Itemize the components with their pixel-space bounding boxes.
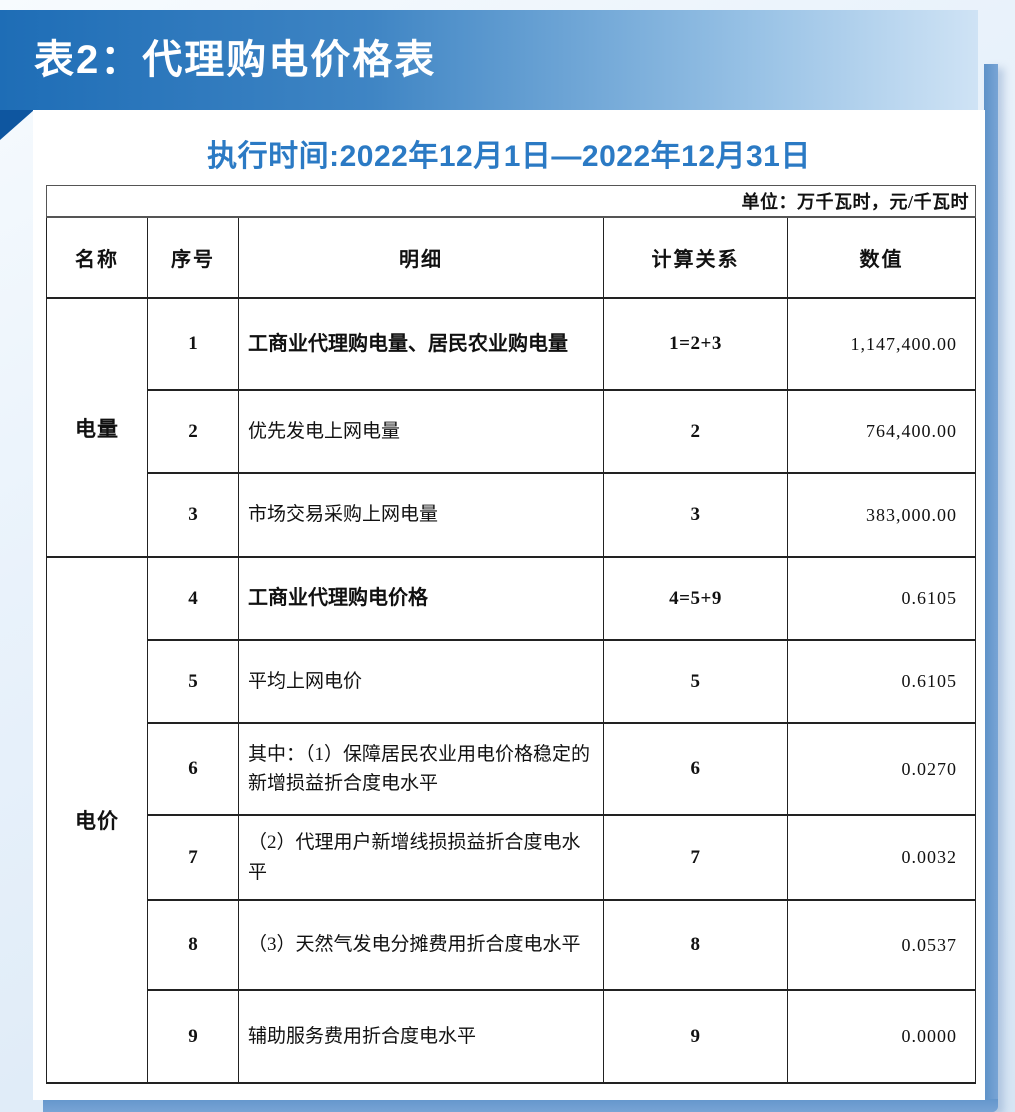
cell-detail: 辅助服务费用折合度电水平 [238, 989, 604, 1084]
cell-index: 3 [147, 472, 239, 558]
cell-index: 8 [147, 899, 239, 991]
cell-calc: 4=5+9 [603, 556, 788, 641]
cell-index: 6 [147, 722, 239, 816]
table-row: 7 （2）代理用户新增线损损益折合度电水平 7 0.0032 [47, 814, 977, 901]
cell-detail: （3）天然气发电分摊费用折合度电水平 [238, 899, 604, 991]
cell-calc: 2 [603, 389, 788, 474]
cell-index: 4 [147, 556, 239, 641]
cell-calc: 5 [603, 639, 788, 724]
cell-calc: 6 [603, 722, 788, 816]
table-row: 3 市场交易采购上网电量 3 383,000.00 [47, 472, 977, 558]
cell-calc: 1=2+3 [603, 297, 788, 391]
column-header-calc: 计算关系 [603, 216, 788, 299]
cell-detail: 工商业代理购电量、居民农业购电量 [238, 297, 604, 391]
table-row: 5 平均上网电价 5 0.6105 [47, 639, 977, 724]
content-card: 执行时间:2022年12月1日—2022年12月31日 单位：万千瓦时，元/千瓦… [33, 110, 985, 1100]
unit-note: 单位：万千瓦时，元/千瓦时 [45, 185, 977, 218]
title-banner: 表2：代理购电价格表 [0, 10, 978, 110]
column-header-value: 数值 [786, 216, 977, 299]
cell-detail: 工商业代理购电价格 [238, 556, 604, 641]
page-title: 表2：代理购电价格表 [34, 38, 437, 82]
table-row: 9 辅助服务费用折合度电水平 9 0.0000 [47, 989, 977, 1084]
column-header-name: 名称 [46, 216, 148, 299]
group-label-quantity: 电量 [46, 297, 148, 558]
cell-calc: 9 [603, 989, 788, 1084]
table-row: 电价 4 工商业代理购电价格 4=5+9 0.6105 [46, 556, 977, 1084]
cell-value: 1,147,400.00 [786, 297, 977, 391]
cell-detail: （2）代理用户新增线损损益折合度电水平 [238, 814, 604, 901]
cell-detail: 平均上网电价 [238, 639, 604, 724]
cell-index: 1 [147, 297, 239, 391]
table-row: 6 其中：（1）保障居民农业用电价格稳定的新增损益折合度电水平 6 0.0270 [47, 722, 977, 816]
cell-index: 9 [147, 989, 239, 1084]
cell-value: 764,400.00 [786, 389, 977, 474]
table-row: 2 优先发电上网电量 2 764,400.00 [47, 389, 977, 474]
bottom-accent-bar [43, 1099, 998, 1112]
group-label-price: 电价 [46, 556, 148, 1084]
table-row: 8 （3）天然气发电分摊费用折合度电水平 8 0.0537 [47, 899, 977, 991]
cell-value: 383,000.00 [786, 472, 977, 558]
cell-value: 0.6105 [786, 639, 977, 724]
cell-index: 7 [147, 814, 239, 901]
banner-fold-corner [0, 110, 34, 140]
cell-value: 0.6105 [786, 556, 977, 641]
table-unit-row: 单位：万千瓦时，元/千瓦时 [45, 185, 977, 218]
cell-calc: 7 [603, 814, 788, 901]
table-header-row: 名称 序号 明细 计算关系 数值 [46, 216, 977, 299]
cell-detail: 其中：（1）保障居民农业用电价格稳定的新增损益折合度电水平 [238, 722, 604, 816]
column-header-detail: 明细 [238, 216, 604, 299]
cell-value: 0.0270 [786, 722, 977, 816]
column-header-index: 序号 [147, 216, 239, 299]
price-table: 单位：万千瓦时，元/千瓦时 名称 序号 明细 计算关系 数值 电量 1 工商业代… [45, 185, 977, 1084]
cell-detail: 优先发电上网电量 [238, 389, 604, 474]
cell-detail: 市场交易采购上网电量 [238, 472, 604, 558]
right-accent-strip [984, 64, 998, 1112]
cell-value: 0.0537 [786, 899, 977, 991]
cell-index: 5 [147, 639, 239, 724]
cell-index: 2 [147, 389, 239, 474]
table-row: 电量 1 工商业代理购电量、居民农业购电量 1=2+3 1,147,400.00 [46, 297, 977, 558]
cell-value: 0.0000 [786, 989, 977, 1084]
cell-calc: 3 [603, 472, 788, 558]
execution-period: 执行时间:2022年12月1日—2022年12月31日 [207, 140, 811, 173]
cell-value: 0.0032 [786, 814, 977, 901]
cell-calc: 8 [603, 899, 788, 991]
